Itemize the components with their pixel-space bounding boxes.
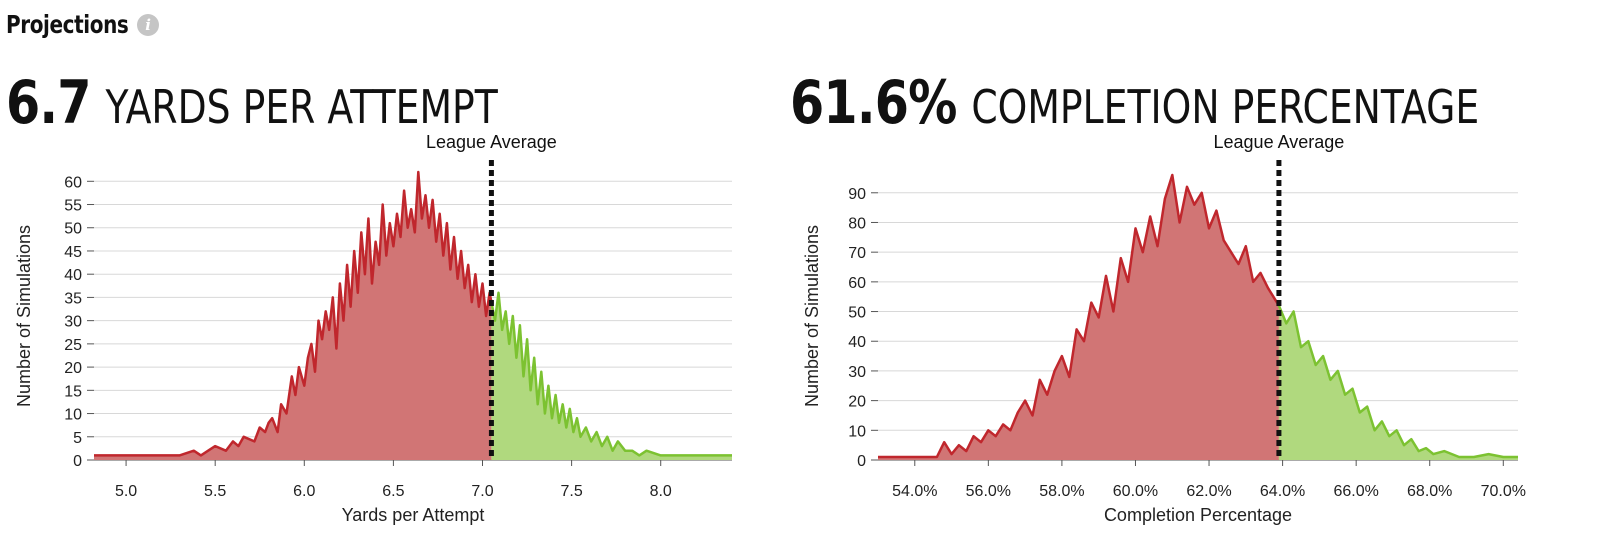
y-tick-label: 45	[64, 244, 82, 261]
above-average-line	[1277, 305, 1518, 459]
below-average-area	[878, 175, 1279, 460]
projected-value: 6.7	[6, 68, 92, 138]
completion-percentage-headline: 61.6% COMPLETION PERCENTAGE	[790, 68, 1479, 138]
yards-per-attempt-chart: 0 5 10 15 20 25 30 35 40 45 50 55 60 5.0 5.5 6.0 6.5 7.0 7…	[14, 132, 732, 525]
y-tick-label: 70	[848, 245, 866, 262]
x-axis-title: Yards per Attempt	[342, 505, 485, 525]
y-axis-title: Number of Simulations	[14, 225, 34, 407]
y-tick-label: 35	[64, 290, 82, 307]
x-tick-label: 7.5	[560, 483, 582, 500]
y-axis-title: Number of Simulations	[802, 225, 822, 407]
x-tick-label: 62.0%	[1186, 483, 1231, 500]
x-tick-label: 68.0%	[1407, 483, 1452, 500]
x-tick-label: 8.0	[650, 483, 672, 500]
x-tick-label: 58.0%	[1039, 483, 1084, 500]
metric-label: YARDS PER ATTEMPT	[105, 80, 498, 134]
y-tick-label: 15	[64, 383, 82, 400]
x-tick-label: 64.0%	[1260, 483, 1305, 500]
x-tick-label: 6.5	[382, 483, 404, 500]
above-average-line	[490, 291, 732, 457]
y-tick-label: 50	[64, 221, 82, 238]
y-tick-label: 90	[848, 186, 866, 203]
y-tick-label: 5	[73, 430, 82, 447]
y-tick-label: 30	[848, 364, 866, 381]
above-average-area	[1278, 305, 1518, 460]
below-average-line	[878, 173, 1280, 459]
x-tick-label: 60.0%	[1113, 483, 1158, 500]
league-average-label: League Average	[426, 132, 557, 152]
x-tick-label: 70.0%	[1481, 483, 1526, 500]
x-tick-label: 7.0	[471, 483, 493, 500]
projections-header: Projections i	[6, 10, 160, 39]
x-tick-label: 56.0%	[966, 483, 1011, 500]
x-tick-label: 5.0	[115, 483, 137, 500]
metric-label: COMPLETION PERCENTAGE	[971, 80, 1480, 134]
y-tick-label: 10	[848, 423, 866, 440]
y-tick-label: 25	[64, 337, 82, 354]
y-tick-label: 80	[848, 215, 866, 232]
y-tick-label: 30	[64, 314, 82, 331]
x-axis-title: Completion Percentage	[1104, 505, 1292, 525]
yards-per-attempt-panel: 6.7 YARDS PER ATTEMPT 0 5 10 15 20 25 30 35 40 45…	[0, 60, 800, 545]
completion-percentage-panel: 61.6% COMPLETION PERCENTAGE 0 10 20 30 40 50 6…	[790, 60, 1600, 545]
league-average-label: League Average	[1214, 132, 1345, 152]
y-tick-label: 20	[848, 394, 866, 411]
yards-per-attempt-headline: 6.7 YARDS PER ATTEMPT	[6, 68, 498, 138]
info-icon[interactable]: i	[137, 13, 160, 36]
above-average-area	[491, 292, 732, 460]
x-tick-label: 5.5	[204, 483, 226, 500]
y-tick-label: 10	[64, 407, 82, 424]
below-average-line	[94, 170, 493, 457]
y-tick-label: 0	[857, 453, 866, 470]
y-tick-label: 55	[64, 198, 82, 215]
x-tick-label: 54.0%	[892, 483, 937, 500]
y-tick-label: 40	[64, 267, 82, 284]
y-tick-label: 60	[848, 275, 866, 292]
y-tick-label: 20	[64, 360, 82, 377]
x-tick-label: 6.0	[293, 483, 315, 500]
x-tick-label: 66.0%	[1333, 483, 1378, 500]
projected-value: 61.6%	[790, 68, 957, 138]
page-title: Projections	[6, 10, 129, 39]
completion-percentage-chart: 0 10 20 30 40 50 60 70 80 90 54.0% 56.0% 58.0% 60.0% 6…	[802, 132, 1526, 525]
y-tick-label: 50	[848, 305, 866, 322]
y-tick-label: 60	[64, 174, 82, 191]
y-tick-label: 0	[73, 453, 82, 470]
y-tick-label: 40	[848, 334, 866, 351]
